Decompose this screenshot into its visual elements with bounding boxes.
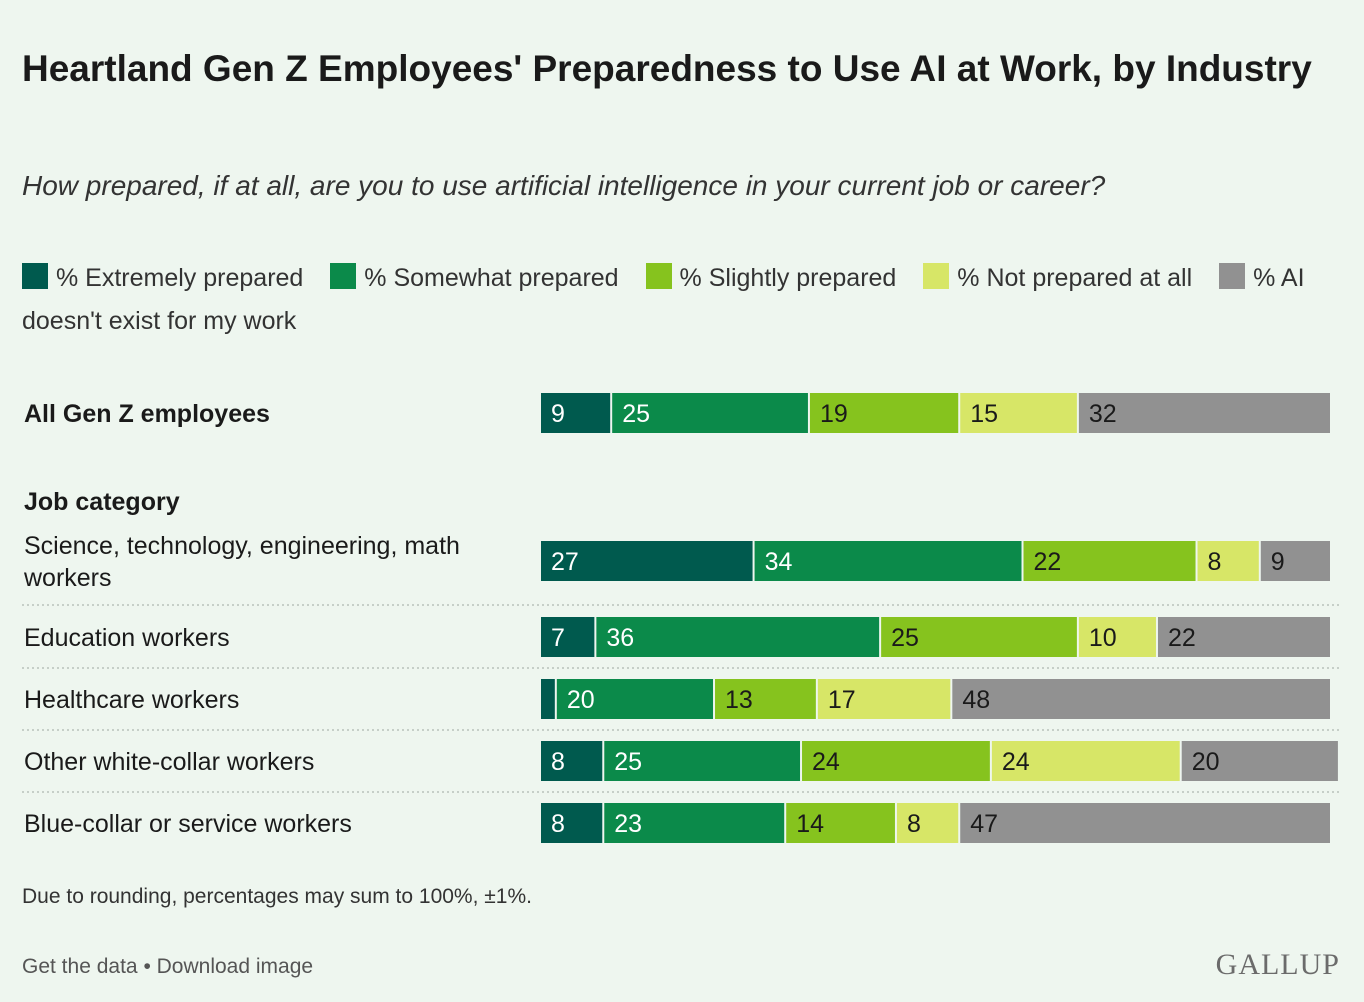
bar-value-label: 25 [891, 624, 919, 652]
chart-title: Heartland Gen Z Employees' Preparedness … [22, 48, 1312, 89]
bar-value-label: 9 [551, 400, 565, 428]
bar-value-label: 23 [614, 810, 642, 838]
link-separator: • [143, 955, 151, 978]
bar-segment [541, 741, 603, 781]
row-label: All Gen Z employees [24, 400, 270, 428]
bar-segment [1078, 393, 1330, 433]
bar-segment [960, 393, 1077, 433]
bar-segment [604, 803, 785, 843]
legend-label: % Extremely prepared [56, 264, 304, 292]
get-data-link[interactable]: Get the data [22, 955, 138, 978]
bar-segment [1157, 617, 1330, 657]
bar-segment [881, 617, 1077, 657]
bar-segment [991, 741, 1180, 781]
bar-value-label: 25 [622, 400, 650, 428]
bar-value-label: 8 [1208, 548, 1222, 576]
bar-value-label: 34 [765, 548, 793, 576]
row-label: Education workers [24, 624, 230, 652]
row-label: Healthcare workers [24, 686, 239, 714]
bar-value-label: 22 [1168, 624, 1196, 652]
bar-segment [1181, 741, 1338, 781]
legend-label: % Slightly prepared [679, 264, 897, 292]
bar-value-label: 17 [828, 686, 856, 714]
bar-segment [786, 803, 895, 843]
bar-value-label: 8 [907, 810, 921, 838]
bar-value-label: 8 [551, 748, 565, 776]
bar-segment [1078, 617, 1156, 657]
chart-links: Get the data • Download image [22, 955, 313, 979]
footnote: Due to rounding, percentages may sum to … [22, 885, 532, 908]
row-label: Blue-collar or service workers [24, 810, 352, 838]
bar-segment [960, 803, 1330, 843]
bar-segment [715, 679, 816, 719]
bar-value-label: 22 [1034, 548, 1062, 576]
legend-swatch [22, 263, 48, 289]
bar-segment [952, 679, 1330, 719]
legend-swatch [330, 263, 357, 289]
bar-value-label: 7 [551, 624, 565, 652]
bar-value-label: 24 [812, 748, 840, 776]
legend-swatch [923, 263, 950, 289]
bar-segment [896, 803, 959, 843]
section-label: Job category [24, 488, 180, 516]
bar-segment [1260, 541, 1330, 581]
bar-segment [754, 541, 1022, 581]
legend-item: % Extremely prepared [22, 263, 304, 292]
chart: Job category All Gen Z employees 9 25 19 15 32… [22, 393, 1340, 843]
legend-item: % Slightly prepared [645, 263, 897, 292]
bar-value-label: 9 [1271, 548, 1285, 576]
legend-swatch [645, 263, 672, 289]
download-image-link[interactable]: Download image [156, 955, 314, 978]
bar-segment [1197, 541, 1259, 581]
bar-value-label: 20 [1192, 748, 1220, 776]
bar-value-label: 20 [567, 686, 595, 714]
bar-value-label: 15 [970, 400, 998, 428]
bar-segment [802, 741, 990, 781]
bar-segment [541, 679, 555, 719]
legend: % Extremely prepared % Somewhat prepared… [22, 257, 1322, 343]
bar-segment [541, 617, 595, 657]
legend-label: % Not prepared at all [957, 264, 1193, 292]
legend-label: % AI doesn't exist for my work [22, 264, 1305, 335]
legend-item: % AI doesn't exist for my work [22, 263, 1305, 335]
bar-value-label: 27 [551, 548, 579, 576]
legend-label: % Somewhat prepared [364, 264, 619, 292]
bar-segment [541, 541, 753, 581]
chart-subtitle: How prepared, if at all, are you to use … [22, 170, 1106, 201]
bar-value-label: 8 [551, 810, 565, 838]
bar-segment [1023, 541, 1196, 581]
legend-item: % Somewhat prepared [330, 263, 619, 292]
bar-segment [612, 393, 808, 433]
bar-segment [541, 393, 611, 433]
bar-value-label: 48 [962, 686, 990, 714]
row-label: Science, technology, engineering, math wo… [23, 532, 460, 592]
legend-swatch [1219, 263, 1246, 289]
bar-value-label: 32 [1089, 400, 1117, 428]
bar-value-label: 14 [796, 810, 824, 838]
bar-value-label: 10 [1089, 624, 1117, 652]
legend-item: % Not prepared at all [923, 263, 1193, 292]
bar-segment [541, 803, 603, 843]
bar-value-label: 36 [606, 624, 634, 652]
bar-value-label: 13 [725, 686, 753, 714]
row-label: Other white-collar workers [24, 748, 314, 776]
bar-value-label: 25 [614, 748, 642, 776]
bar-value-label: 47 [970, 810, 998, 838]
bar-value-label: 19 [820, 400, 848, 428]
bar-value-label: 24 [1002, 748, 1030, 776]
bar-segment [556, 679, 714, 719]
bar-segment [817, 679, 951, 719]
bar-segment [596, 617, 880, 657]
gallup-logo: GALLUP [1215, 948, 1340, 981]
bar-segment [604, 741, 801, 781]
bar-segment [809, 393, 959, 433]
